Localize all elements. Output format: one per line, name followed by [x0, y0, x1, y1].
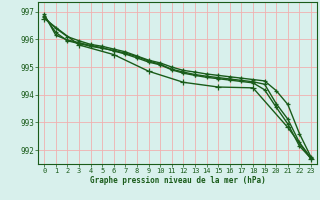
X-axis label: Graphe pression niveau de la mer (hPa): Graphe pression niveau de la mer (hPa) [90, 176, 266, 185]
